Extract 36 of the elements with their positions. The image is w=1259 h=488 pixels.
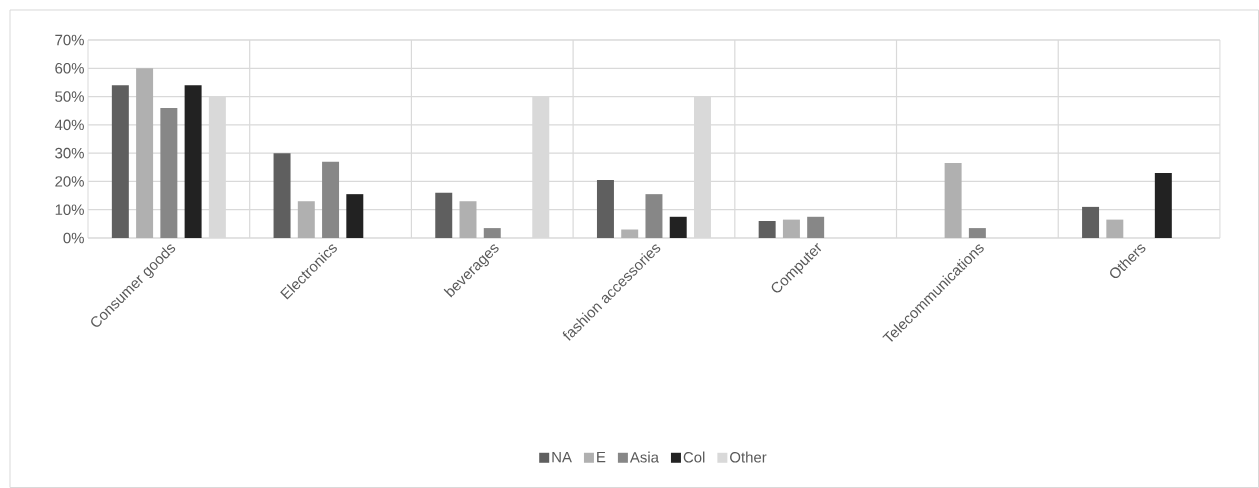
bar	[297, 201, 315, 238]
legend-label: NA	[552, 451, 572, 463]
legend-label: Col	[683, 451, 705, 463]
bar	[273, 153, 291, 238]
bar	[669, 216, 687, 238]
legend-label: Other	[730, 451, 767, 463]
bar	[483, 228, 501, 238]
bar	[968, 228, 986, 238]
bar	[160, 107, 178, 238]
bar	[459, 201, 477, 238]
y-tick-label: 20%	[55, 176, 84, 187]
y-tick-label: 30%	[55, 147, 84, 159]
bar	[621, 229, 639, 238]
bar	[136, 68, 154, 238]
bar	[1106, 219, 1124, 238]
bar	[596, 180, 614, 238]
bar	[111, 85, 129, 238]
bar	[1082, 206, 1100, 238]
legend-label: Asia	[629, 451, 659, 463]
bar	[758, 221, 776, 238]
y-tick-label: 40%	[54, 119, 84, 131]
bar	[807, 216, 825, 238]
bar	[435, 192, 453, 238]
y-tick-label: 0%	[63, 232, 84, 244]
y-tick-label: 70%	[55, 34, 84, 46]
bar	[645, 194, 663, 238]
bar	[346, 194, 364, 238]
bar	[782, 219, 800, 238]
bar	[1154, 172, 1172, 238]
bar	[322, 161, 340, 238]
bar	[184, 85, 202, 238]
y-tick-label: 50%	[55, 91, 84, 102]
y-tick-label: 60%	[55, 63, 84, 74]
y-tick-label: 10%	[55, 204, 84, 215]
bar	[944, 163, 962, 238]
legend-label: E	[597, 451, 606, 463]
